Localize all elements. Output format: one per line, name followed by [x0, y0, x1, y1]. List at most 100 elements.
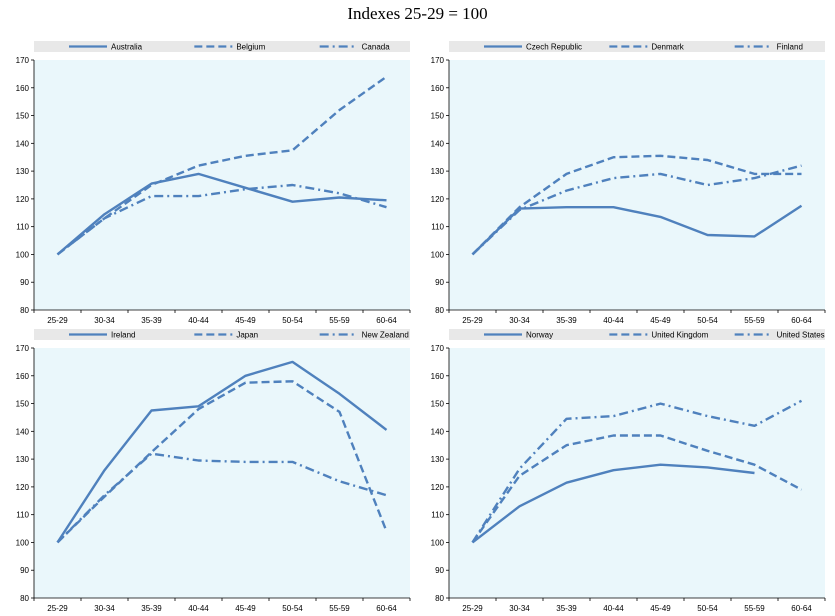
legend-label-3: United States [777, 331, 825, 340]
series-line-finland [471, 164, 802, 256]
chart-panel-2: Czech Republic Denmark Finland 80 90 100 110 12… [415, 38, 835, 328]
x-tick-label: 40-44 [188, 316, 209, 325]
legend-label-2: Belgium [236, 43, 265, 52]
legend-label-2: United Kingdom [651, 331, 708, 340]
x-tick-label: 40-44 [603, 604, 624, 613]
y-axis: 80 90 100 110 120 130 140 150 160 170 [16, 344, 34, 603]
series-line-czech-republic [471, 204, 803, 256]
y-tick-label: 130 [431, 167, 445, 176]
series-line-australia [56, 172, 387, 256]
legend-label-2: Denmark [651, 43, 684, 52]
x-axis: 25-29 30-34 35-39 40-44 45-49 50-54 55-59 60-64 [448, 310, 826, 325]
y-tick-label: 160 [16, 372, 30, 381]
x-tick-label: 40-44 [188, 604, 209, 613]
legend-label-3: Canada [362, 43, 391, 52]
line-chart-3: Ireland Japan New Zealand 80 90 100 110 120 130 1… [16, 329, 411, 613]
x-tick-label: 45-49 [650, 604, 671, 613]
plot-area [34, 348, 410, 598]
x-tick-label: 30-34 [94, 604, 115, 613]
legend: Czech Republic Denmark Finland [449, 41, 825, 52]
legend-label-3: Finland [777, 43, 803, 52]
x-tick-label: 35-39 [141, 604, 162, 613]
x-tick-label: 35-39 [556, 604, 577, 613]
x-tick-label: 60-64 [791, 604, 812, 613]
y-tick-label: 170 [431, 56, 445, 65]
y-tick-label: 170 [16, 56, 30, 65]
x-tick-label: 55-59 [744, 604, 765, 613]
y-tick-label: 150 [431, 400, 445, 409]
y-tick-label: 110 [16, 511, 29, 520]
x-tick-label: 25-29 [462, 316, 483, 325]
y-tick-label: 150 [16, 400, 30, 409]
y-tick-label: 170 [431, 344, 445, 353]
x-tick-label: 60-64 [791, 316, 812, 325]
y-axis: 80 90 100 110 120 130 140 150 160 170 [431, 344, 449, 603]
legend: Norway United Kingdom United States [449, 329, 825, 340]
series-line-united-kingdom [471, 434, 803, 544]
plot-area [449, 60, 825, 310]
series-line-ireland [56, 360, 388, 544]
y-tick-label: 140 [431, 139, 445, 148]
y-tick-label: 120 [16, 483, 30, 492]
x-tick-label: 50-54 [282, 604, 303, 613]
line-chart-4: Norway United Kingdom United States 80 90 100… [431, 329, 826, 613]
x-tick-label: 25-29 [47, 316, 68, 325]
x-tick-label: 45-49 [235, 316, 256, 325]
y-tick-label: 130 [431, 455, 445, 464]
series-line-norway [471, 463, 755, 544]
y-tick-label: 150 [431, 112, 445, 121]
y-tick-label: 110 [16, 223, 29, 232]
x-tick-label: 55-59 [744, 316, 765, 325]
y-tick-label: 80 [20, 594, 29, 603]
y-tick-label: 120 [431, 195, 445, 204]
y-tick-label: 80 [435, 306, 444, 315]
legend-label-3: New Zealand [362, 331, 409, 340]
legend: Australia Belgium Canada [34, 41, 410, 52]
line-chart-1: Australia Belgium Canada 80 90 100 110 120 130 14… [16, 41, 411, 325]
y-tick-label: 160 [431, 84, 445, 93]
y-tick-label: 140 [16, 139, 30, 148]
plot-area [449, 348, 825, 598]
x-tick-label: 45-49 [650, 316, 671, 325]
y-tick-label: 140 [16, 427, 30, 436]
x-tick-label: 55-59 [329, 316, 350, 325]
x-tick-label: 35-39 [141, 316, 162, 325]
series-line-canada [56, 183, 387, 256]
page-title: Indexes 25-29 = 100 [347, 4, 488, 23]
x-tick-label: 25-29 [47, 604, 68, 613]
y-axis: 80 90 100 110 120 130 140 150 160 170 [431, 56, 449, 315]
x-tick-label: 45-49 [235, 604, 256, 613]
plot-area [34, 60, 410, 310]
y-tick-label: 100 [16, 538, 30, 547]
chart-panel-1: Australia Belgium Canada 80 90 100 110 120 130 14… [0, 38, 420, 328]
legend-label-1: Ireland [111, 331, 135, 340]
y-tick-label: 80 [20, 306, 29, 315]
y-tick-label: 100 [431, 538, 445, 547]
y-tick-label: 90 [435, 566, 444, 575]
x-tick-label: 50-54 [282, 316, 303, 325]
series-line-belgium [56, 75, 388, 256]
series-line-united-states [471, 399, 803, 544]
legend-label-1: Norway [526, 331, 553, 340]
x-tick-label: 30-34 [509, 604, 530, 613]
x-tick-label: 35-39 [556, 316, 577, 325]
x-axis: 25-29 30-34 35-39 40-44 45-49 50-54 55-59 60-64 [33, 598, 411, 613]
y-tick-label: 160 [16, 84, 30, 93]
series-line-new-zealand [56, 452, 387, 544]
y-tick-label: 90 [435, 278, 444, 287]
legend-label-1: Australia [111, 43, 143, 52]
legend-label-1: Czech Republic [526, 43, 582, 52]
line-chart-2: Czech Republic Denmark Finland 80 90 100 110 12… [431, 41, 826, 325]
y-tick-label: 130 [16, 455, 30, 464]
y-tick-label: 80 [435, 594, 444, 603]
chart-panel-3: Ireland Japan New Zealand 80 90 100 110 120 130 1… [0, 326, 420, 616]
y-tick-label: 120 [16, 195, 30, 204]
x-axis: 25-29 30-34 35-39 40-44 45-49 50-54 55-59 60-64 [33, 310, 411, 325]
legend-label-2: Japan [236, 331, 258, 340]
y-tick-label: 150 [16, 112, 30, 121]
x-tick-label: 55-59 [329, 604, 350, 613]
x-tick-label: 50-54 [697, 604, 718, 613]
chart-panel-4: Norway United Kingdom United States 80 90 100… [415, 326, 835, 616]
y-tick-label: 160 [431, 372, 445, 381]
x-tick-label: 40-44 [603, 316, 624, 325]
